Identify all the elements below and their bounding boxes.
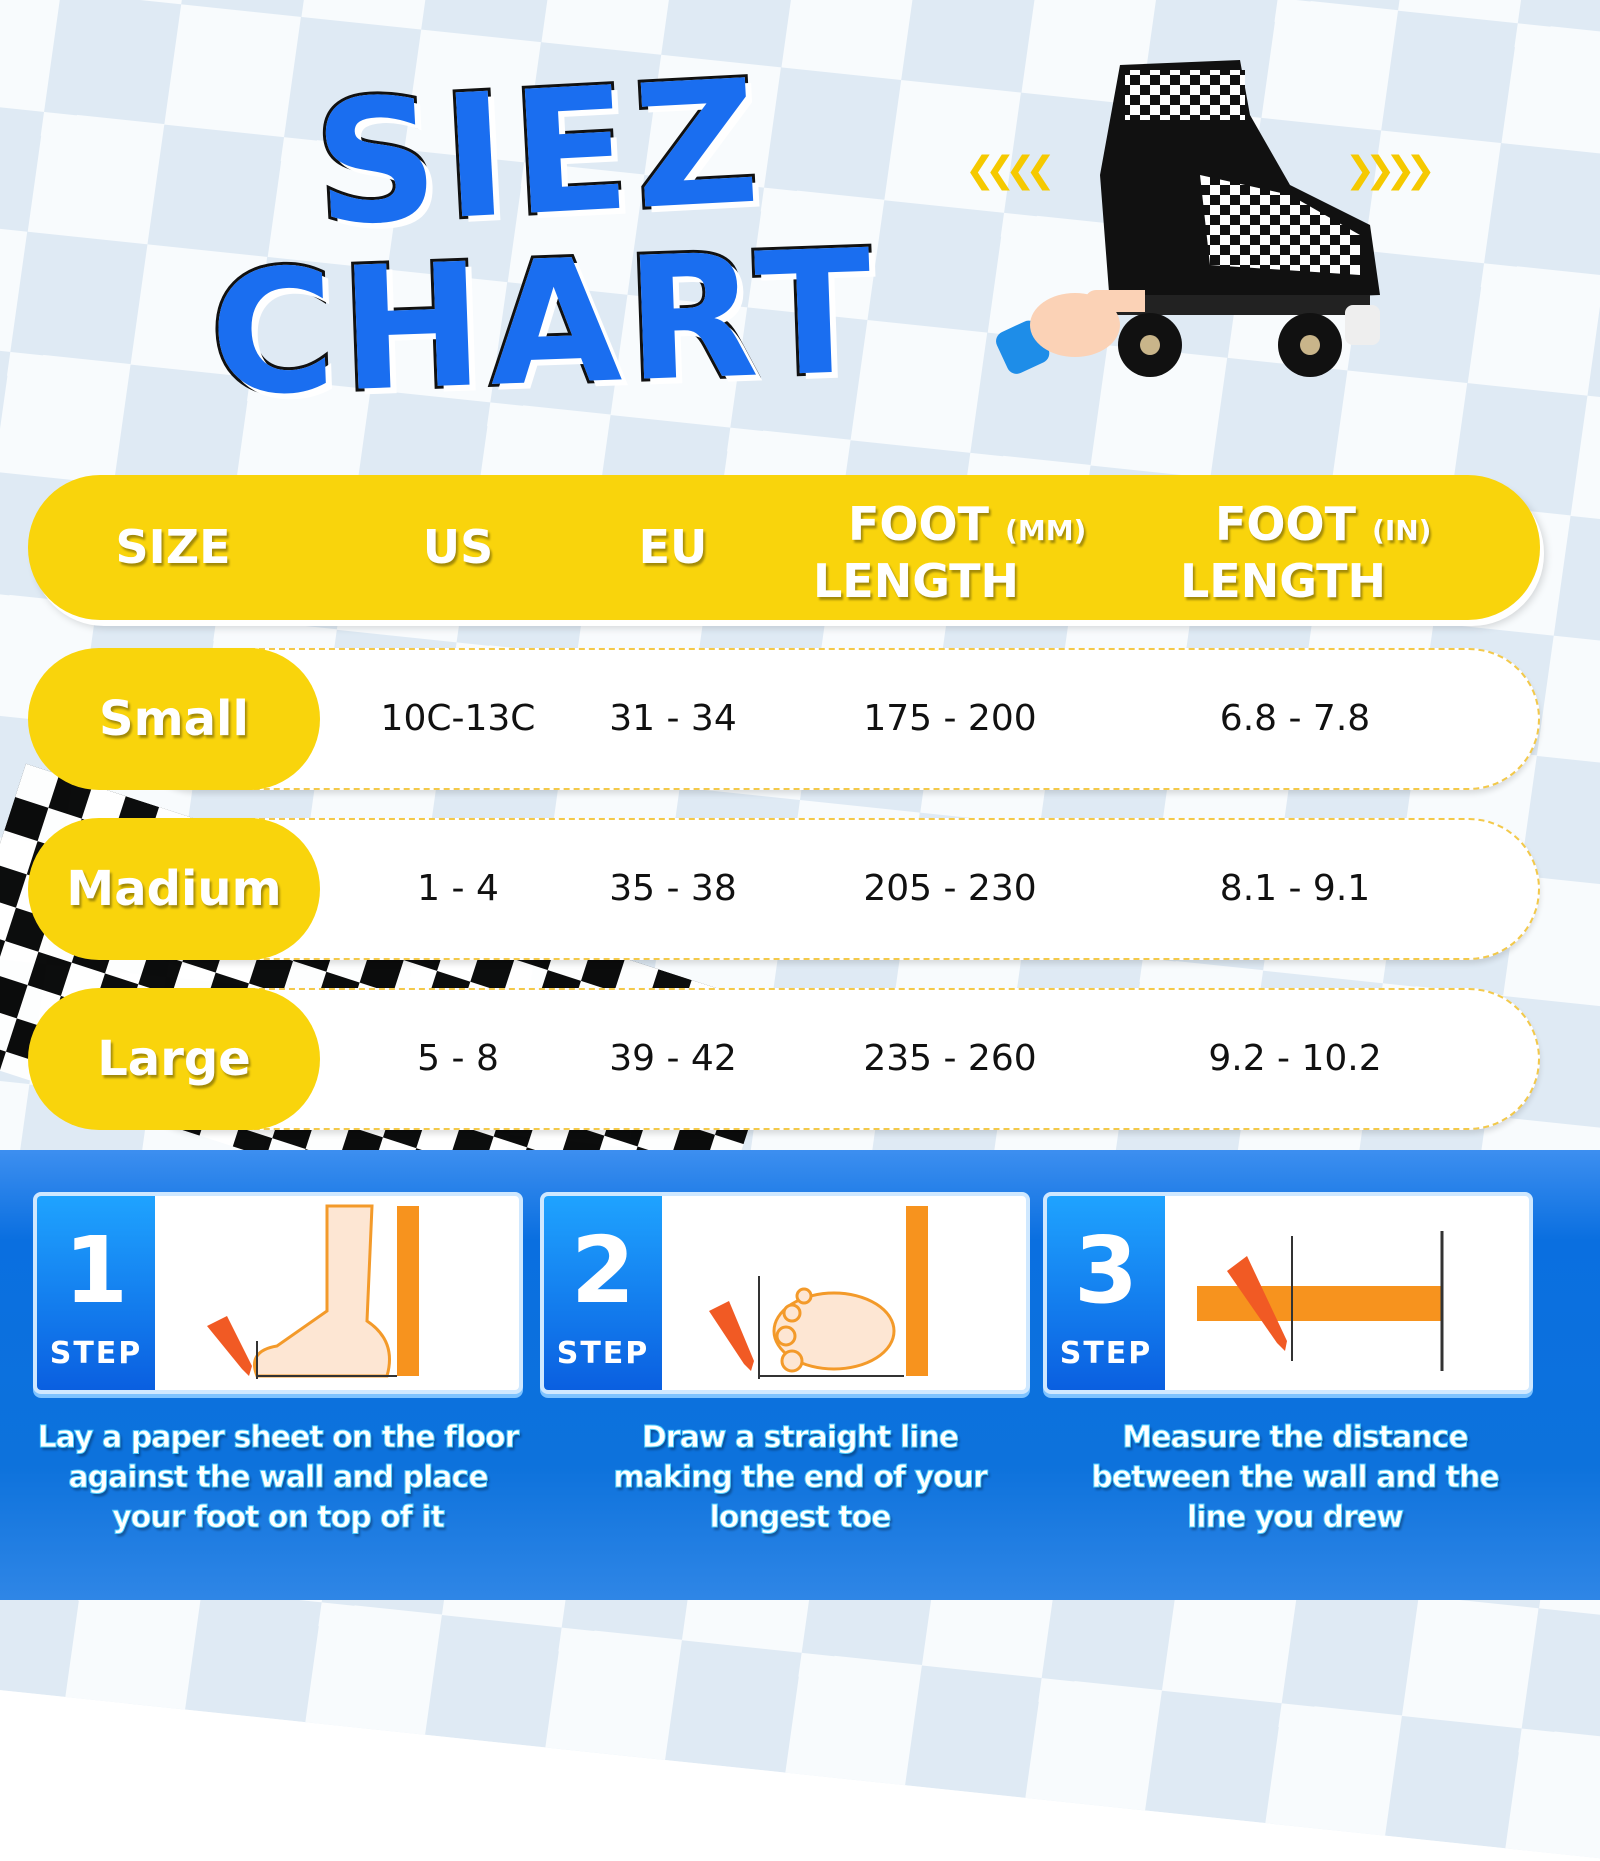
header-foot-mm-unit: (MM): [1005, 514, 1087, 547]
table-header: SIZE US EU FOOT (MM) LENGTH FOOT (IN) LE…: [28, 475, 1540, 620]
step-3-description: Measure the distance between the wall an…: [1091, 1420, 1500, 1536]
step-label: STEP: [556, 1336, 650, 1371]
step-number: 1: [63, 1217, 128, 1324]
us-size: 10C-13C: [380, 698, 536, 739]
size-label: Small: [28, 648, 320, 790]
pointing-hand-icon: [996, 290, 1145, 374]
size-label: Madium: [28, 818, 320, 960]
header-size: SIZE: [115, 520, 231, 574]
foot-length-in: 9.2 - 10.2: [1208, 1038, 1382, 1079]
step-badge: 1 STEP: [37, 1196, 155, 1390]
step-3-card: 3 STEP: [1043, 1192, 1533, 1394]
step-1-card: 1 STEP: [33, 1192, 523, 1394]
header-foot-mm-label: FOOT: [848, 497, 990, 551]
measure-ruler-illustration: [1197, 1231, 1444, 1371]
eu-size: 39 - 42: [609, 1038, 737, 1079]
header-foot-mm-length: LENGTH: [813, 554, 1020, 608]
row-card: [128, 648, 1540, 790]
foot-length-mm: 235 - 260: [863, 1038, 1037, 1079]
table-row: Madium 1 - 4 35 - 38 205 - 230 8.1 - 9.1: [28, 818, 1540, 960]
step-2-card: 2 STEP: [540, 1192, 1030, 1394]
us-size: 1 - 4: [417, 868, 499, 909]
header-foot-in-unit: (IN): [1372, 514, 1432, 547]
size-label: Large: [28, 988, 320, 1130]
foot-top-illustration: [709, 1206, 928, 1379]
step-number: 3: [1073, 1217, 1138, 1324]
arrow-left-icon: ❮❮❮❮: [965, 150, 1056, 191]
step-label: STEP: [1059, 1336, 1153, 1371]
foot-length-mm: 205 - 230: [863, 868, 1037, 909]
header-foot-mm: FOOT (MM) LENGTH: [813, 499, 1113, 606]
header-foot-in-length: LENGTH: [1180, 554, 1387, 608]
roller-skate-image: [1100, 60, 1380, 377]
foot-length-in: 6.8 - 7.8: [1219, 698, 1371, 739]
foot-length-mm: 175 - 200: [863, 698, 1037, 739]
table-row: Large 5 - 8 39 - 42 235 - 260 9.2 - 10.2: [28, 988, 1540, 1130]
header-foot-in-label: FOOT: [1215, 497, 1357, 551]
header-us: US: [422, 520, 494, 574]
step-label: STEP: [49, 1336, 143, 1371]
row-card: [128, 818, 1540, 960]
step-number: 2: [570, 1217, 635, 1324]
foot-side-illustration: [207, 1204, 419, 1379]
step-badge: 2 STEP: [544, 1196, 662, 1390]
eu-size: 35 - 38: [609, 868, 737, 909]
step-2-description: Draw a straight line making the end of y…: [613, 1420, 989, 1536]
foot-length-in: 8.1 - 9.1: [1219, 868, 1371, 909]
arrow-right-icon: ❯❯❯❯: [1345, 150, 1436, 191]
step-1-description: Lay a paper sheet on the floor against t…: [37, 1420, 520, 1536]
header-foot-in: FOOT (IN) LENGTH: [1180, 499, 1480, 606]
step-badge: 3 STEP: [1047, 1196, 1165, 1390]
table-row: Small 10C-13C 31 - 34 175 - 200 6.8 - 7.…: [28, 648, 1540, 790]
title-line-2: CHART: [204, 210, 884, 437]
header-eu: EU: [638, 520, 708, 574]
eu-size: 31 - 34: [609, 698, 737, 739]
us-size: 5 - 8: [417, 1038, 499, 1079]
